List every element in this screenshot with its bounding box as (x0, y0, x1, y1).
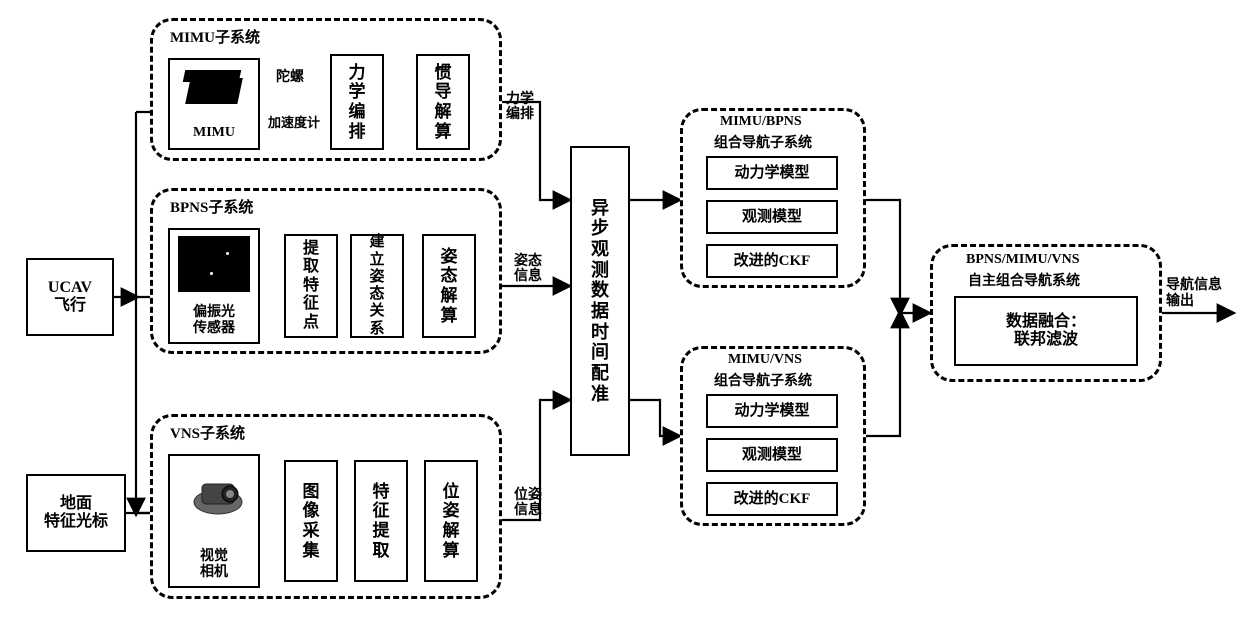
sub-bpns-dyn-label: 动力学模型 (734, 164, 809, 182)
sync-block: 异步观测数据时间配准 (570, 146, 630, 456)
mimu-mech-l1: 力 (349, 63, 366, 83)
mimu-sensor: MIMU (168, 58, 260, 150)
sub-bpns-t2: 组合导航子系统 (714, 132, 812, 152)
mimu-title: MIMU子系统 (170, 26, 260, 47)
sub-bpns-dyn: 动力学模型 (706, 156, 838, 190)
sub-vns-ckf-label: 改进的CKF (734, 490, 811, 508)
sub-vns-dyn: 动力学模型 (706, 394, 838, 428)
mimu-ins-l4: 算 (435, 122, 452, 142)
sub-bpns-ckf-label: 改进的CKF (734, 252, 811, 270)
bpns-relate: 建立姿态关系 (350, 234, 404, 338)
vns-sensor-label: 视觉 相机 (200, 549, 228, 580)
vns-pose: 位姿解算 (424, 460, 478, 582)
mimu-sensor-label: MIMU (193, 125, 235, 142)
fusion-label: 数据融合： 联邦滤波 (1006, 313, 1086, 350)
bpns-title: BPNS子系统 (170, 196, 253, 217)
ground-line: 地面 特征光标 (44, 495, 108, 532)
bpns-solve: 姿态解算 (422, 234, 476, 338)
sub-vns-t1: MIMU/VNS (728, 352, 802, 368)
mimu-ins-l2: 导 (435, 82, 452, 102)
vns-title: VNS子系统 (170, 422, 245, 443)
sub-bpns-obs-label: 观测模型 (742, 208, 802, 226)
sub-vns-dyn-label: 动力学模型 (734, 402, 809, 420)
vns-out-label: 位姿 信息 (514, 488, 542, 519)
vns-feat: 特征提取 (354, 460, 408, 582)
vns-sensor: 视觉 相机 (168, 454, 260, 588)
output-label: 导航信息 输出 (1166, 278, 1222, 310)
ground-input: 地面 特征光标 (26, 474, 126, 552)
sub-vns-ckf: 改进的CKF (706, 482, 838, 516)
mimu-mech-l3: 编 (349, 102, 366, 122)
bpns-extract: 提取特征点 (284, 234, 338, 338)
vns-icon (178, 462, 250, 522)
mimu-ins-l1: 惯 (435, 63, 452, 83)
bpns-out-label: 姿态 信息 (514, 254, 542, 285)
fusion-inner: 数据融合： 联邦滤波 (954, 296, 1138, 366)
mimu-accel-label: 加速度计 (268, 112, 320, 131)
mimu-mech-l4: 排 (349, 122, 366, 142)
mimu-ins: 惯 导 解 算 (416, 54, 470, 150)
mimu-mech-l2: 学 (349, 82, 366, 102)
sub-bpns-ckf: 改进的CKF (706, 244, 838, 278)
sub-bpns-t1: MIMU/BPNS (720, 114, 802, 130)
mimu-out-label: 力学 编排 (506, 92, 534, 123)
bpns-sensor-label: 偏振光 传感器 (193, 305, 235, 336)
mimu-icon (180, 66, 248, 110)
vns-acquire: 图像采集 (284, 460, 338, 582)
sub-vns-t2: 组合导航子系统 (714, 370, 812, 390)
sub-vns-obs-label: 观测模型 (742, 446, 802, 464)
sub-bpns-obs: 观测模型 (706, 200, 838, 234)
fusion-t1: BPNS/MIMU/VNS (966, 252, 1080, 268)
mimu-gyro-label: 陀螺 (276, 66, 304, 86)
fusion-t2: 自主组合导航系统 (968, 270, 1080, 290)
sub-vns-obs: 观测模型 (706, 438, 838, 472)
ucav-input: UCAV 飞行 (26, 258, 114, 336)
bpns-icon (178, 236, 250, 292)
mimu-ins-l3: 解 (435, 102, 452, 122)
ucav-line1: UCAV 飞行 (48, 279, 92, 316)
bpns-sensor: 偏振光 传感器 (168, 228, 260, 344)
mimu-mech: 力 学 编 排 (330, 54, 384, 150)
